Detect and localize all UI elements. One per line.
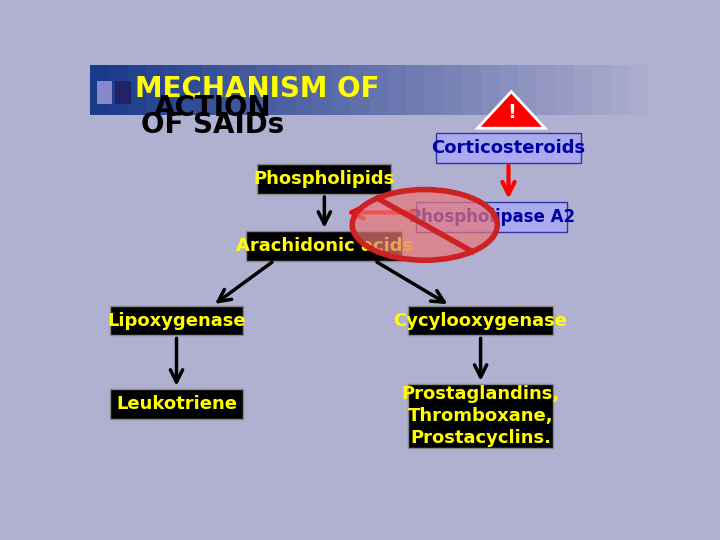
Ellipse shape bbox=[352, 190, 498, 260]
Bar bbox=[127, 65, 145, 114]
Bar bbox=[90, 65, 648, 114]
Bar bbox=[593, 65, 611, 114]
Bar bbox=[239, 65, 258, 114]
Bar bbox=[351, 65, 369, 114]
Bar bbox=[425, 65, 444, 114]
Bar bbox=[90, 65, 109, 114]
Bar bbox=[536, 65, 555, 114]
Bar bbox=[313, 65, 332, 114]
Text: Prostaglandins,
Thromboxane,
Prostacyclins.: Prostaglandins, Thromboxane, Prostacycli… bbox=[402, 385, 559, 447]
Text: !: ! bbox=[507, 103, 516, 122]
Bar bbox=[220, 65, 239, 114]
FancyBboxPatch shape bbox=[109, 306, 243, 335]
Bar bbox=[444, 65, 462, 114]
Bar bbox=[294, 65, 313, 114]
Bar bbox=[611, 65, 629, 114]
Text: ACTION: ACTION bbox=[154, 94, 271, 123]
Bar bbox=[202, 65, 220, 114]
Polygon shape bbox=[477, 92, 545, 128]
Bar bbox=[258, 65, 276, 114]
Bar bbox=[109, 65, 127, 114]
Bar bbox=[406, 65, 425, 114]
FancyBboxPatch shape bbox=[246, 231, 402, 261]
Bar bbox=[462, 65, 481, 114]
FancyBboxPatch shape bbox=[408, 384, 553, 448]
Text: Leukotriene: Leukotriene bbox=[116, 395, 237, 413]
Bar bbox=[276, 65, 294, 114]
Bar bbox=[183, 65, 202, 114]
Bar bbox=[629, 65, 648, 114]
Text: Lipoxygenase: Lipoxygenase bbox=[107, 312, 246, 329]
Text: Phospholipase A2: Phospholipase A2 bbox=[409, 207, 575, 226]
Text: MECHANISM OF: MECHANISM OF bbox=[135, 75, 379, 103]
Text: OF SAIDs: OF SAIDs bbox=[141, 111, 284, 139]
Bar bbox=[96, 82, 112, 104]
Bar bbox=[164, 65, 183, 114]
FancyBboxPatch shape bbox=[436, 133, 581, 163]
Bar bbox=[499, 65, 518, 114]
Bar bbox=[387, 65, 406, 114]
Bar bbox=[555, 65, 574, 114]
Bar bbox=[518, 65, 536, 114]
FancyBboxPatch shape bbox=[408, 306, 553, 335]
Text: Phospholipids: Phospholipids bbox=[253, 170, 395, 188]
Text: Arachidonic acids: Arachidonic acids bbox=[235, 237, 413, 255]
Bar bbox=[115, 82, 131, 104]
Bar bbox=[145, 65, 164, 114]
FancyBboxPatch shape bbox=[416, 201, 567, 232]
Bar bbox=[332, 65, 351, 114]
FancyBboxPatch shape bbox=[258, 164, 392, 194]
Bar bbox=[481, 65, 499, 114]
Text: Cycylooxygenase: Cycylooxygenase bbox=[394, 312, 567, 329]
Text: Corticosteroids: Corticosteroids bbox=[431, 139, 585, 157]
Bar bbox=[574, 65, 593, 114]
FancyBboxPatch shape bbox=[109, 389, 243, 419]
Bar bbox=[369, 65, 387, 114]
